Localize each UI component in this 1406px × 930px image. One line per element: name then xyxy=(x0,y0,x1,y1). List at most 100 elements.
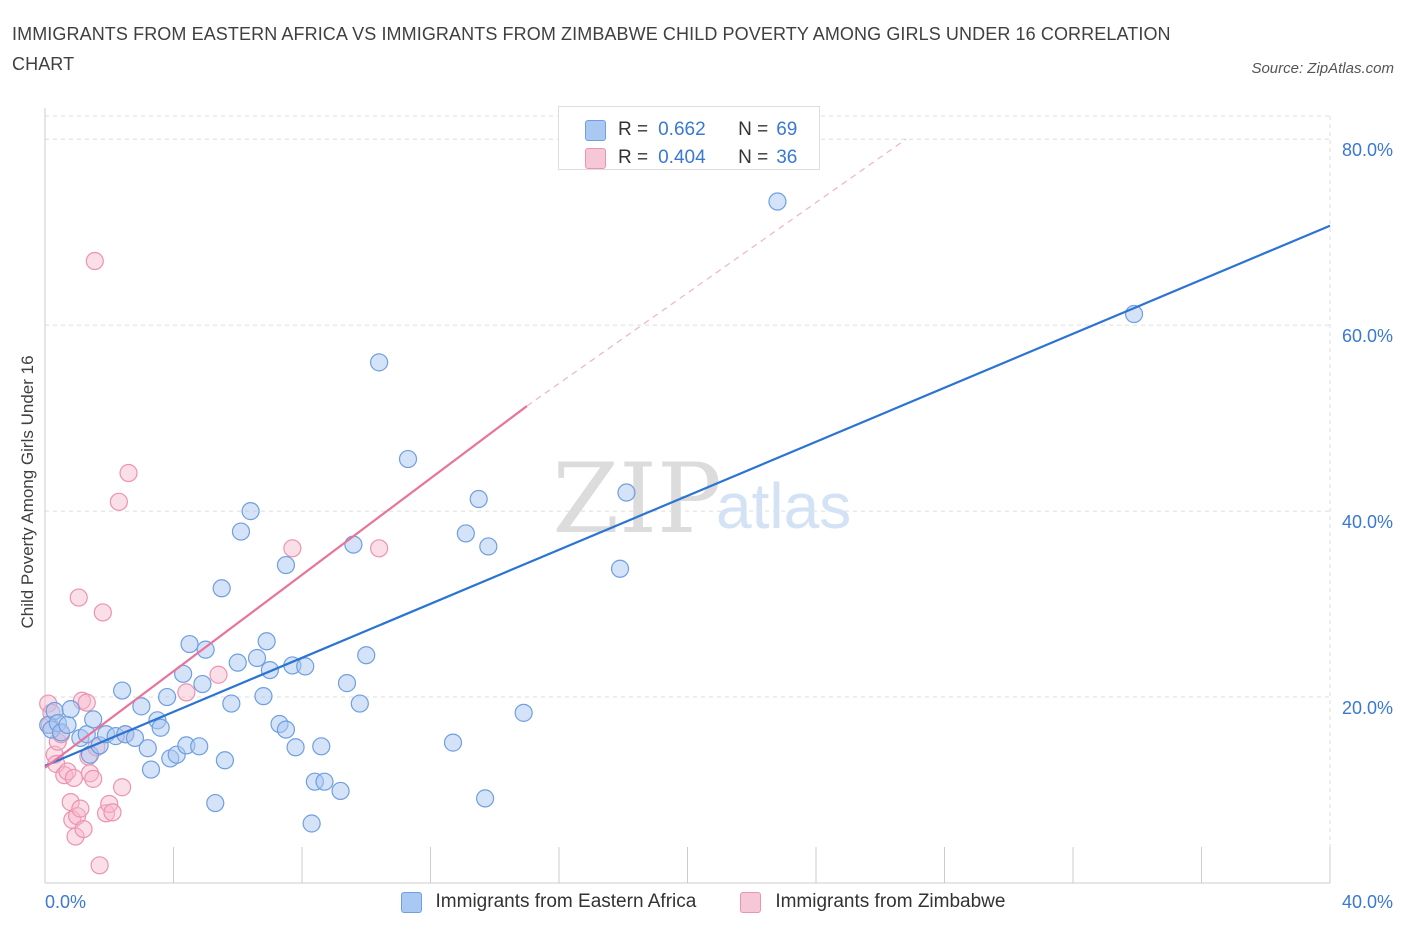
eastern-africa-point xyxy=(190,737,209,756)
legend-swatch-pink xyxy=(585,147,606,169)
zimbabwe-point xyxy=(71,799,90,818)
legend-row-eastern-africa: R = 0.662 N = 69 xyxy=(585,118,797,142)
eastern-africa-point xyxy=(479,537,498,556)
zimbabwe-point xyxy=(74,819,93,839)
eastern-africa-point xyxy=(228,653,247,672)
zimbabwe-point xyxy=(69,588,88,607)
eastern-africa-point xyxy=(206,793,225,813)
eastern-africa-point xyxy=(456,524,475,543)
zimbabwe-point xyxy=(64,768,84,788)
eastern-africa-point xyxy=(514,703,533,722)
zimbabwe-point xyxy=(84,769,103,788)
eastern-africa-point xyxy=(58,715,77,735)
eastern-africa-point xyxy=(357,646,376,665)
eastern-africa-point xyxy=(476,789,495,808)
eastern-africa-point xyxy=(315,772,334,791)
eastern-africa-point xyxy=(296,657,315,676)
eastern-africa-point xyxy=(260,660,279,680)
eastern-africa-point xyxy=(331,781,350,801)
trendlines xyxy=(44,138,1331,769)
eastern-africa-point xyxy=(469,489,488,509)
tick-labels: 20.0% 40.0% 60.0% 80.0% 0.0% 40.0% xyxy=(45,140,1393,912)
eastern-africa-point xyxy=(443,733,463,752)
watermark-atlas: atlas xyxy=(716,470,851,542)
legend-r-label: R = xyxy=(618,119,649,140)
legend-swatch-pink xyxy=(740,891,762,913)
legend-n-label: N = xyxy=(738,147,769,168)
eastern-africa-point xyxy=(138,739,157,758)
eastern-africa-point xyxy=(61,700,80,719)
legend-swatch-blue xyxy=(400,891,422,913)
eastern-africa-point xyxy=(84,710,103,729)
legend-swatch-blue xyxy=(585,119,606,141)
zimbabwe-point xyxy=(80,764,100,783)
eastern-africa-point xyxy=(276,555,296,575)
y-tick-label: 20.0% xyxy=(1342,698,1393,718)
eastern-africa-point xyxy=(312,737,331,756)
zimbabwe-point xyxy=(58,762,77,781)
zimbabwe-point xyxy=(90,856,109,875)
zimbabwe-point xyxy=(112,778,132,797)
eastern-africa-point xyxy=(276,720,296,739)
eastern-africa-point xyxy=(398,449,418,469)
zimbabwe-point xyxy=(85,251,104,271)
legend-item-eastern-africa[interactable]: Immigrants from Eastern Africa xyxy=(400,891,697,913)
legend-label: Immigrants from Zimbabwe xyxy=(775,891,1006,912)
legend-n-value: 36 xyxy=(776,147,798,168)
legend-r-value: 0.662 xyxy=(658,119,706,140)
x-tick-label: 40.0% xyxy=(1342,892,1393,912)
eastern-africa-point xyxy=(180,634,199,654)
eastern-africa-point xyxy=(157,687,177,707)
zimbabwe-trendline-extension xyxy=(526,138,907,407)
eastern-africa-point xyxy=(151,718,170,737)
eastern-africa-points xyxy=(39,192,1144,833)
y-tick-label: 40.0% xyxy=(1342,512,1393,532)
eastern-africa-trendline xyxy=(44,224,1331,767)
eastern-africa-point xyxy=(344,535,363,554)
eastern-africa-point xyxy=(768,192,787,211)
zimbabwe-point xyxy=(209,665,228,684)
legend-r-label: R = xyxy=(618,147,649,168)
legend-label: Immigrants from Eastern Africa xyxy=(435,891,697,912)
x-tick-label: 0.0% xyxy=(45,892,86,912)
watermark: ZIP atlas xyxy=(552,443,851,555)
watermark-zip: ZIP xyxy=(552,443,721,555)
legend-r-value: 0.404 xyxy=(658,147,706,168)
eastern-africa-point xyxy=(231,522,251,541)
legend-n-value: 69 xyxy=(776,119,798,140)
series-legend: Immigrants from Eastern Africa Immigrant… xyxy=(0,888,1406,916)
zimbabwe-trendline xyxy=(44,405,528,769)
eastern-africa-point xyxy=(617,483,636,502)
source-label: Source: ZipAtlas.com xyxy=(1251,60,1394,77)
eastern-africa-point xyxy=(257,632,276,651)
eastern-africa-point xyxy=(610,559,630,578)
zimbabwe-point xyxy=(109,492,128,511)
legend-n-label: N = xyxy=(738,119,769,140)
correlation-legend: R = 0.662 N = 69 R = 0.404 N = 36 xyxy=(558,106,820,170)
legend-item-zimbabwe[interactable]: Immigrants from Zimbabwe xyxy=(740,891,1005,913)
chart-title: IMMIGRANTS FROM EASTERN AFRICA VS IMMIGR… xyxy=(12,24,1171,74)
zimbabwe-point xyxy=(77,693,96,712)
eastern-africa-point xyxy=(212,579,231,598)
eastern-africa-point xyxy=(222,694,241,713)
eastern-africa-point xyxy=(241,502,260,521)
eastern-africa-point xyxy=(286,738,305,757)
zimbabwe-point xyxy=(119,463,138,483)
eastern-africa-point xyxy=(370,353,389,372)
legend-row-zimbabwe: R = 0.404 N = 36 xyxy=(585,146,797,170)
zimbabwe-point xyxy=(370,539,389,558)
eastern-africa-point xyxy=(247,648,267,668)
zimbabwe-point xyxy=(283,539,302,558)
y-tick-label: 60.0% xyxy=(1342,326,1393,346)
eastern-africa-point xyxy=(337,674,357,693)
eastern-africa-point xyxy=(196,640,215,659)
eastern-africa-point xyxy=(254,687,273,706)
y-tick-label: 80.0% xyxy=(1342,140,1393,160)
eastern-africa-point xyxy=(350,694,369,713)
zimbabwe-points xyxy=(39,251,389,875)
eastern-africa-point xyxy=(125,728,145,748)
eastern-africa-point xyxy=(141,760,161,779)
zimbabwe-point xyxy=(93,603,112,622)
eastern-africa-point xyxy=(302,814,321,833)
